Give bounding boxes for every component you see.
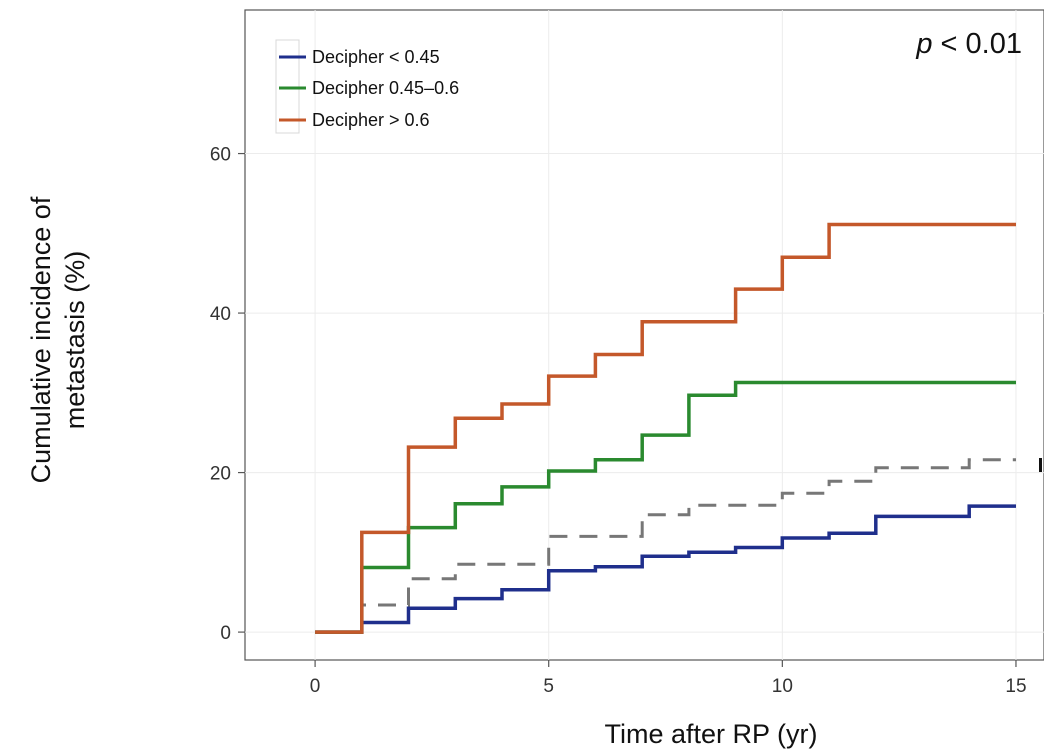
plot-panel [244, 9, 1044, 661]
y-axis-title: Cumulative incidence of metastasis (%) [26, 196, 90, 483]
x-tick-label-5: 5 [543, 676, 554, 697]
legend: Decipher < 0.45 Decipher 0.45–0.6 Deciph… [275, 39, 459, 134]
x-tick-label-10: 10 [772, 676, 793, 697]
x-axis-title: Time after RP (yr) [604, 719, 817, 749]
y-axis-title-line-1: Cumulative incidence of [26, 196, 56, 483]
p-value-symbol: p [915, 28, 932, 60]
p-value-text: < 0.01 [933, 28, 1023, 60]
y-tick-label-60: 60 [210, 145, 231, 166]
y-tick-label-40: 40 [210, 304, 231, 325]
legend-label-decipher-high: Decipher > 0.6 [312, 110, 430, 130]
legend-label-decipher-low: Decipher < 0.45 [312, 47, 440, 67]
grid-lines [245, 10, 1044, 660]
series-line-2 [315, 222, 1016, 634]
edge-mark [1039, 458, 1042, 472]
series-line-overall-dashed [315, 458, 1016, 634]
y-axis-title-line-2: metastasis (%) [60, 251, 90, 430]
series-line-1 [315, 380, 1016, 634]
legend-label-decipher-mid: Decipher 0.45–0.6 [312, 78, 459, 98]
p-value-annotation: p < 0.01 [915, 28, 1022, 60]
x-tick-label-15: 15 [1005, 676, 1026, 697]
y-tick-label-20: 20 [210, 464, 231, 485]
series-line-0 [315, 504, 1016, 634]
x-tick-label-0: 0 [310, 676, 321, 697]
axis-ticks: 0 5 10 15 0 20 40 60 [210, 145, 1027, 697]
y-tick-label-0: 0 [220, 623, 231, 644]
series-lines [315, 222, 1016, 634]
